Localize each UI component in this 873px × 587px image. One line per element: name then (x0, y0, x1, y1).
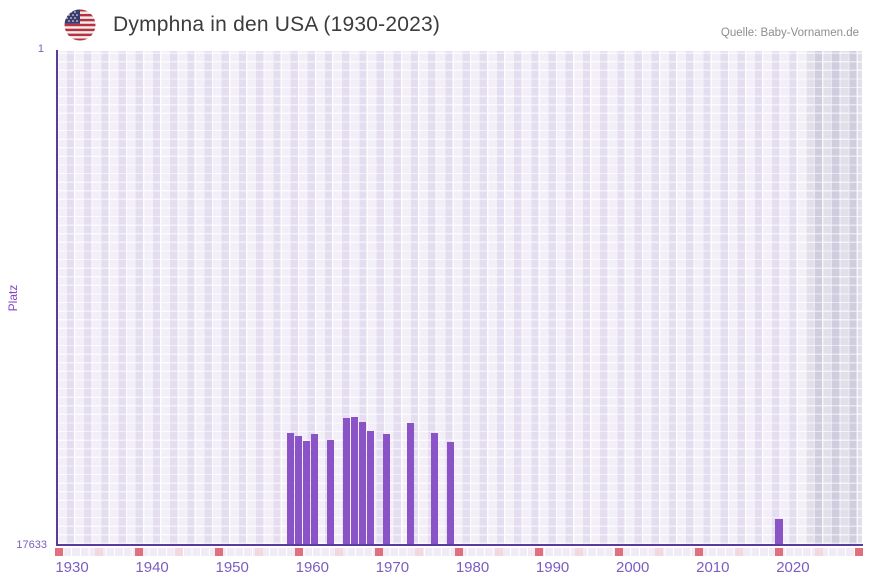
timeline-marker-red (295, 547, 304, 557)
x-tick-1950: 1950 (215, 559, 249, 576)
timeline-marker-red (135, 547, 144, 557)
bar-1962[interactable] (326, 439, 334, 544)
timeline-marker-pink (95, 547, 104, 557)
x-tick-1930: 1930 (55, 559, 89, 576)
x-tick-2020: 2020 (776, 559, 810, 576)
timeline-marker-red (615, 547, 624, 557)
bar-1977[interactable] (446, 441, 455, 544)
bar-1965[interactable] (350, 416, 359, 544)
timeline-marker-red (535, 547, 544, 557)
page-title: Dymphna in den USA (1930-2023) (113, 13, 441, 36)
bar-1969[interactable] (382, 433, 391, 544)
y-tick-top: 1 (37, 43, 44, 55)
bar-2018[interactable] (775, 519, 783, 544)
bar-1958[interactable] (294, 435, 302, 544)
timeline-marker-red (455, 547, 464, 557)
bar-1960[interactable] (310, 433, 318, 544)
timeline-marker-pink (335, 547, 344, 557)
x-tick-2010: 2010 (696, 559, 730, 576)
bar-1975[interactable] (430, 432, 439, 544)
x-tick-1960: 1960 (295, 559, 329, 576)
x-tick-1940: 1940 (135, 559, 169, 576)
x-axis-line (55, 544, 863, 547)
timeline-marker-pink (175, 547, 184, 557)
y-axis-title: Platz (6, 284, 20, 312)
recent-years-region (804, 51, 862, 544)
timeline-marker-pink (815, 547, 824, 557)
bar-1957[interactable] (286, 432, 294, 544)
timeline-marker-pink (255, 547, 264, 557)
timeline-marker-pink (735, 547, 744, 557)
timeline-strip (55, 547, 864, 557)
timeline-marker-red (775, 547, 784, 557)
plot-area[interactable] (57, 51, 862, 544)
timeline-marker-pink (495, 547, 504, 557)
bar-1959[interactable] (302, 440, 310, 544)
y-tick-bottom: 17633 (16, 539, 47, 551)
timeline-marker-red (375, 547, 384, 557)
timeline-marker-red (215, 547, 224, 557)
x-tick-1990: 1990 (535, 559, 570, 576)
bar-1966[interactable] (358, 421, 367, 544)
x-tick-1980: 1980 (455, 559, 490, 576)
timeline-marker-red (695, 547, 704, 557)
timeline-marker-pink (415, 547, 424, 557)
bar-1967[interactable] (366, 430, 375, 544)
x-tick-2000: 2000 (616, 559, 650, 576)
y-axis-line (55, 50, 58, 546)
timeline-marker-pink (575, 547, 584, 557)
source-label: Quelle: Baby-Vornamen.de (720, 27, 859, 39)
us-flag-icon (64, 9, 96, 41)
x-tick-1970: 1970 (375, 559, 410, 576)
bar-1972[interactable] (406, 422, 415, 544)
timeline-marker-red (55, 547, 64, 557)
timeline-marker-pink (655, 547, 664, 557)
bar-1964[interactable] (342, 417, 351, 544)
timeline-marker-red (855, 547, 864, 557)
